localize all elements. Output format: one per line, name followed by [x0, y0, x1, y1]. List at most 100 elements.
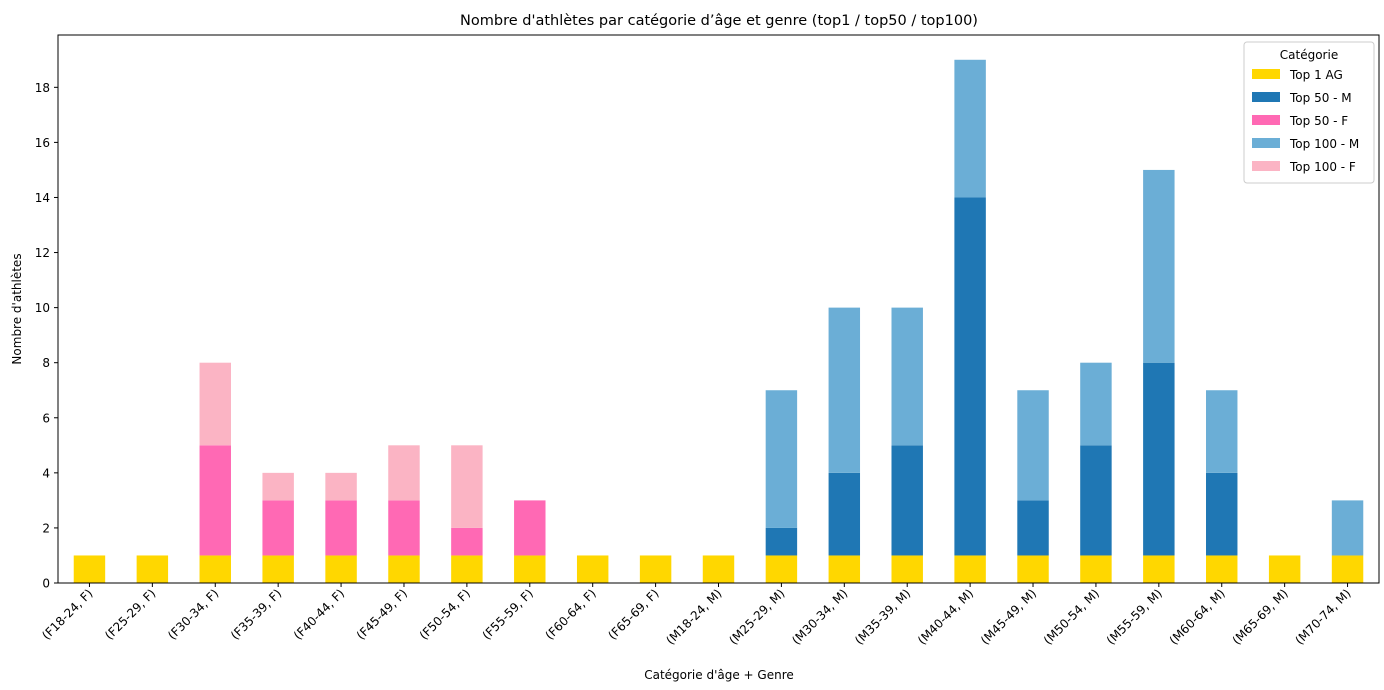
y-axis: 0 2 4 6 8 10 12 14 16 18: [35, 81, 58, 591]
x-tick-label: (M25-29, M): [726, 586, 787, 647]
bar-segment-13-1: [891, 445, 923, 556]
plot-frame: [57, 34, 1380, 584]
chart-title: Nombre d'athlètes par catégorie d’âge et…: [460, 13, 978, 29]
bar-segment-12-3: [828, 307, 861, 473]
bar-segment-14-0: [954, 555, 986, 583]
bar-segment-10-0: [702, 555, 735, 583]
legend-swatch: [1252, 161, 1280, 171]
bar-segment-6-2: [451, 527, 483, 556]
x-tick-label: (F45-49, F): [354, 586, 410, 642]
bar-segment-11-0: [765, 555, 798, 583]
x-tick-label: (M65-69, M): [1230, 586, 1291, 647]
legend-swatch: [1252, 115, 1280, 125]
bar-segment-1-0: [136, 555, 169, 583]
bar-segment-6-4: [451, 445, 483, 528]
x-tick-label: (M55-59, M): [1104, 586, 1165, 647]
x-tick-label: (F50-54, F): [417, 586, 473, 642]
bar-segment-9-0: [639, 555, 672, 583]
bar-segment-12-1: [828, 472, 861, 556]
bar-segment-5-0: [388, 555, 420, 583]
bar-segment-4-2: [325, 500, 357, 556]
x-tick-label: (M60-64, M): [1167, 586, 1228, 647]
legend-title: Catégorie: [1280, 48, 1338, 62]
bar-segment-5-4: [388, 445, 420, 501]
bar-segment-3-0: [262, 555, 294, 583]
legend-entry: Top 100 - M: [1289, 137, 1359, 151]
x-tick-label: (F25-29, F): [102, 586, 158, 642]
bar-segment-18-3: [1206, 390, 1238, 473]
legend-entry: Top 50 - F: [1289, 114, 1348, 128]
bar-segment-16-0: [1080, 555, 1112, 583]
bar-segment-13-0: [891, 555, 923, 583]
bar-segment-3-2: [262, 500, 294, 556]
x-tick-label: (F65-69, F): [605, 586, 661, 642]
bar-segment-5-2: [388, 500, 420, 556]
x-tick-label: (F18-24, F): [39, 586, 95, 642]
bar-segment-6-0: [451, 555, 483, 583]
bar-segment-12-0: [828, 555, 861, 583]
bar-segment-4-4: [325, 472, 357, 501]
legend-swatch: [1252, 92, 1280, 102]
bar-segment-3-4: [262, 472, 294, 501]
bar-segment-20-0: [1331, 555, 1364, 583]
bar-segment-20-3: [1331, 500, 1364, 556]
y-tick-label: 0: [42, 577, 50, 591]
x-tick-label: (M18-24, M): [663, 586, 724, 647]
y-axis-title: Nombre d'athlètes: [10, 253, 24, 364]
bar-segment-18-1: [1206, 472, 1238, 556]
bar-segment-13-3: [891, 307, 923, 446]
x-tick-label: (M70-74, M): [1292, 586, 1353, 647]
x-tick-label: (F55-59, F): [480, 586, 536, 642]
bar-segment-8-0: [576, 555, 609, 583]
bar-segment-2-4: [199, 362, 231, 446]
x-tick-label: (F35-39, F): [228, 586, 284, 642]
bar-segment-2-2: [199, 445, 231, 556]
bar-segment-11-3: [765, 390, 798, 528]
legend-entry: Top 100 - F: [1289, 160, 1356, 174]
bar-segment-7-0: [514, 555, 546, 583]
y-tick-label: 2: [42, 521, 50, 535]
bar-segment-16-3: [1080, 362, 1112, 446]
x-tick-label: (M45-49, M): [978, 586, 1039, 647]
x-tick-label: (M40-44, M): [915, 586, 976, 647]
y-tick-label: 6: [42, 411, 50, 425]
x-axis: (F18-24, F) (F25-29, F) (F30-34, F) (F35-39…: [39, 583, 1354, 647]
bar-segment-15-3: [1017, 390, 1049, 501]
bar-segment-11-1: [765, 527, 798, 556]
bar-segment-14-1: [954, 197, 986, 556]
legend-swatch: [1252, 138, 1280, 148]
x-tick-label: (F60-64, F): [542, 586, 598, 642]
x-axis-title: Catégorie d'âge + Genre: [644, 668, 794, 682]
legend-entry: Top 50 - M: [1289, 91, 1352, 105]
x-tick-label: (M35-39, M): [852, 586, 913, 647]
y-tick-label: 14: [35, 191, 50, 205]
legend: Catégorie Top 1 AG Top 50 - M Top 50 - F Top…: [1243, 41, 1375, 184]
y-tick-label: 12: [35, 246, 50, 260]
bar-segment-17-1: [1143, 362, 1175, 556]
y-tick-label: 8: [42, 356, 50, 370]
y-tick-label: 10: [35, 301, 50, 315]
legend-swatch: [1252, 69, 1280, 79]
bar-segment-15-1: [1017, 500, 1049, 556]
y-tick-label: 16: [35, 136, 50, 150]
bar-segment-15-0: [1017, 555, 1049, 583]
bar-segment-14-3: [954, 59, 986, 198]
bar-segment-17-3: [1143, 169, 1175, 363]
bar-segment-17-0: [1143, 555, 1175, 583]
bar-segment-0-0: [73, 555, 106, 583]
bar-segment-7-2: [514, 500, 546, 556]
x-tick-label: (F40-44, F): [291, 586, 347, 642]
x-tick-label: (F30-34, F): [165, 586, 221, 642]
bar-segment-16-1: [1080, 445, 1112, 556]
bar-segment-18-0: [1206, 555, 1238, 583]
x-tick-label: (M50-54, M): [1041, 586, 1102, 647]
y-tick-label: 4: [42, 466, 50, 480]
bar-segment-4-0: [325, 555, 357, 583]
bar-segment-2-0: [199, 555, 231, 583]
plot-area: [73, 59, 1364, 583]
x-tick-label: (M30-34, M): [789, 586, 850, 647]
bar-segment-19-0: [1268, 555, 1301, 583]
y-tick-label: 18: [35, 81, 50, 95]
legend-entry: Top 1 AG: [1289, 68, 1343, 82]
